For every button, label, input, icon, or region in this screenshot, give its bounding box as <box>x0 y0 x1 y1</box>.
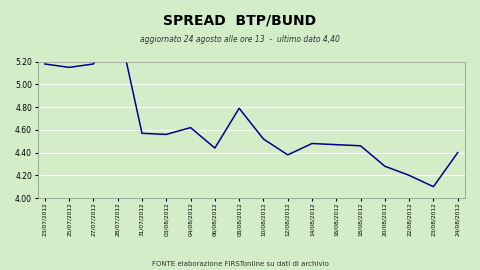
Text: aggiornato 24 agosto alle ore 13  -  ultimo dato 4,40: aggiornato 24 agosto alle ore 13 - ultim… <box>140 35 340 44</box>
Text: FONTE elaborazione FIRSTonline su dati di archivio: FONTE elaborazione FIRSTonline su dati d… <box>152 261 328 267</box>
Text: SPREAD  BTP/BUND: SPREAD BTP/BUND <box>163 14 317 28</box>
